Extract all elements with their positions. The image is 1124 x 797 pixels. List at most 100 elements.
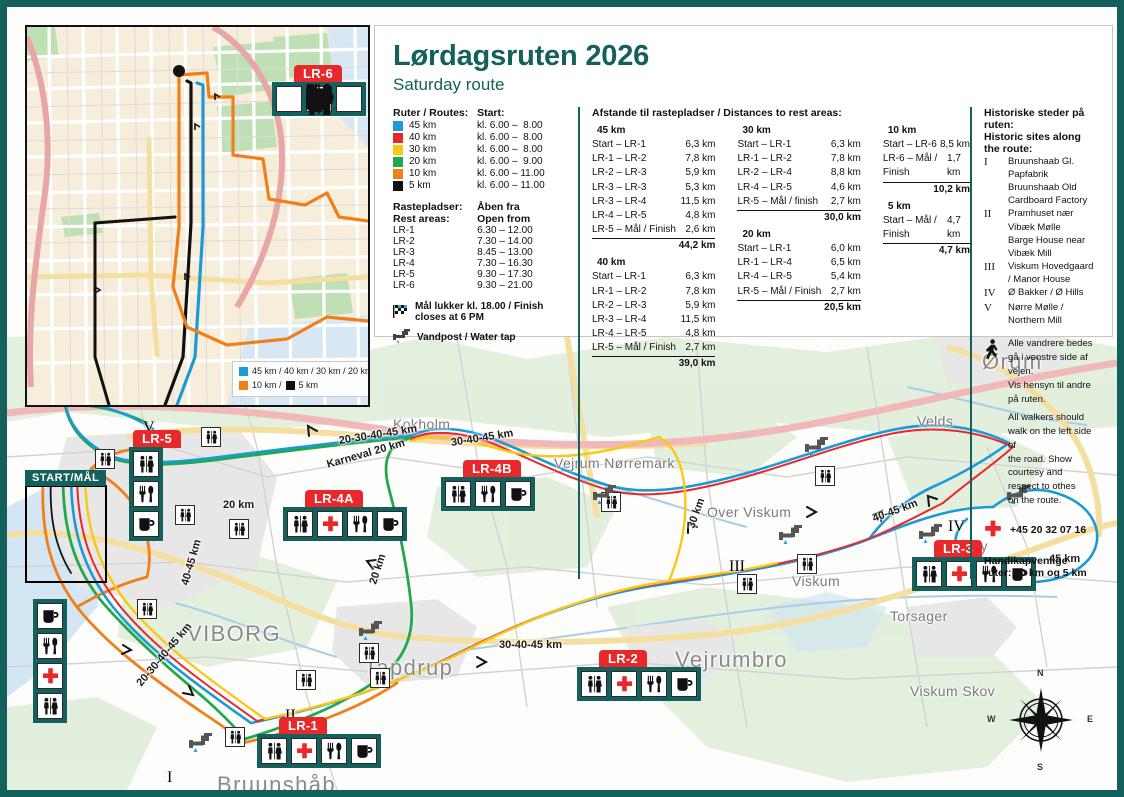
route-start-time: kl. 6.00 – 11.00 xyxy=(477,168,545,179)
page-subtitle: Saturday route xyxy=(393,75,505,94)
distance-group-label: 5 km xyxy=(887,200,911,212)
distance-group-total: 39,0 km xyxy=(678,358,716,370)
inset-rest-marker-lr6[interactable]: LR-6 xyxy=(272,65,366,116)
drink-icon xyxy=(133,511,159,537)
water-tap-icon xyxy=(805,437,829,462)
food-icon xyxy=(641,671,667,697)
distance-leg-row: LR-2 – LR-3 5,9 km xyxy=(592,166,715,180)
rest-area-marker-lr-2[interactable]: LR-2 xyxy=(577,650,701,701)
distance-leg-km: 11,5 km xyxy=(680,195,716,207)
distance-leg-row: LR-5 – Mål / finish 2,7 km xyxy=(737,195,861,211)
distance-leg-km: 11,5 km xyxy=(680,313,716,325)
map-facility-icon xyxy=(225,727,245,747)
distance-leg-km: 6,3 km xyxy=(685,139,716,150)
rest-area-marker-lr-5[interactable]: LR-5 xyxy=(129,430,182,541)
finish-closes-text: Mål lukker kl. 18.00 / Finish closes at … xyxy=(415,301,544,323)
distance-leg-row: Start – LR-6 8,5 km xyxy=(883,138,970,152)
firstaid-icon xyxy=(317,511,343,537)
firstaid-icon xyxy=(946,561,972,587)
firstaid-icon xyxy=(37,663,63,689)
route-legend-row: 20 km kl. 6.00 – 9.00 xyxy=(393,156,570,167)
food-icon xyxy=(37,633,63,659)
legend-swatch-black xyxy=(285,380,295,390)
route-label: 5 km xyxy=(409,180,431,191)
rest-area-name: LR-1 xyxy=(393,225,415,236)
firstaid-icon xyxy=(291,738,317,764)
walker-note-da-2: Vis hensyn til andre på ruten. xyxy=(1008,379,1091,405)
distance-group: 30 km Start – LR-1 6,3 km LR-1 – LR-2 7,… xyxy=(737,125,861,223)
distance-leg-label: LR-3 – LR-3 xyxy=(592,181,647,193)
rest-area-marker-tiles xyxy=(912,557,1036,591)
distance-leg-row: Start – LR-1 6,3 km xyxy=(737,138,860,152)
distance-leg-row: LR-4 – LR-5 4,8 km xyxy=(592,327,715,341)
rest-area-name: LR-5 xyxy=(393,269,415,280)
drink-icon xyxy=(351,738,377,764)
distance-group-total: 30,0 km xyxy=(824,211,861,223)
distance-leg-label: Start – LR-6 xyxy=(882,139,937,150)
toilets-icon xyxy=(201,427,221,447)
rest-area-marker-lr-1[interactable]: LR-1 xyxy=(257,717,381,768)
distance-group-total: 44,2 km xyxy=(678,240,716,252)
distance-group-header: 5 km xyxy=(883,201,970,212)
distance-leg-km: 7,8 km xyxy=(685,285,716,297)
distance-leg-row: LR-4 – LR-5 5,4 km xyxy=(737,270,860,284)
distance-leg-label: LR-6 – Mål / Finish xyxy=(882,153,938,179)
distance-leg-row: LR-6 – Mål / Finish 1,7 km xyxy=(882,152,970,183)
distance-leg-row: LR-1 – LR-2 7,8 km xyxy=(592,285,715,299)
distance-leg-km: 4,8 km xyxy=(685,328,716,340)
map-facility-icon xyxy=(229,519,249,539)
distance-leg-row: LR-2 – LR-4 8,8 km xyxy=(737,166,860,180)
rest-area-marker[interactable] xyxy=(33,599,67,723)
distance-group: 5 km Start – Mål / Finish 4,7 km 4,7 km xyxy=(882,201,970,256)
drink-icon xyxy=(505,481,531,507)
rest-area-hours: 8.45 – 13.00 xyxy=(477,247,533,258)
distance-leg-km: 2,7 km xyxy=(830,285,861,297)
toilets-icon xyxy=(37,693,63,719)
routes-column: Ruter / Routes: Start: 45 km kl. 6.00 – 8… xyxy=(393,107,578,579)
distance-leg-label: LR-4 – LR-5 xyxy=(592,209,647,221)
inset-legend-row-1: 45 km / 40 km / 30 km / 20 km xyxy=(239,365,368,379)
start-finish-box[interactable]: START/MÅL xyxy=(25,470,107,583)
distance-leg-km: 2,6 km xyxy=(685,224,716,236)
inset-rest-marker-tiles xyxy=(272,82,366,116)
distance-leg-km: 6,3 km xyxy=(830,139,861,150)
route-legend-row: 30 km kl. 6.00 – 8.00 xyxy=(393,144,570,155)
toilets-icon xyxy=(445,481,471,507)
toilets-icon xyxy=(916,561,942,587)
firstaid-icon xyxy=(611,671,637,697)
open-from-header-en: Open from xyxy=(477,213,531,225)
distance-leg-km: 5,9 km xyxy=(685,167,716,179)
route-start-time: kl. 6.00 – 8.00 xyxy=(477,132,543,143)
distance-leg-km: 8,8 km xyxy=(830,167,861,179)
toilets-icon xyxy=(225,727,245,747)
route-legend-row: 45 km kl. 6.00 – 8.00 xyxy=(393,120,570,131)
toilets-icon xyxy=(581,671,607,697)
rest-area-marker-tiles xyxy=(129,447,163,541)
route-label: 40 km xyxy=(409,132,437,143)
walker-icon xyxy=(984,337,1000,507)
distance-leg-row: LR-3 – LR-4 11,5 km xyxy=(592,313,715,327)
rest-area-marker-lr-4b[interactable]: LR-4B xyxy=(441,460,535,511)
route-legend-row: 5 km kl. 6.00 – 11.00 xyxy=(393,180,570,191)
distance-leg-km: 6,0 km xyxy=(830,242,861,254)
emergency-phone-number: +45 20 32 07 16 xyxy=(1010,524,1087,537)
inset-city-map[interactable]: LR-6 xyxy=(25,25,370,407)
distance-group-total: 20,5 km xyxy=(824,301,861,313)
map-facility-icon xyxy=(137,599,157,619)
route-label: 45 km xyxy=(409,120,437,131)
distance-group-label: 20 km xyxy=(742,228,771,240)
rest-area-hours: 7.30 – 14.00 xyxy=(477,236,533,247)
historic-site-row: II Pramhuset nær Vibæk Mølle Barge House n… xyxy=(984,207,1096,259)
distance-leg-row: LR-5 – Mål / Finish 2,6 km xyxy=(592,223,716,240)
distance-leg-label: LR-4 – LR-5 xyxy=(737,181,792,193)
route-label: 20 km xyxy=(409,156,437,167)
distance-leg-km: 6,5 km xyxy=(830,257,861,269)
rest-area-marker-tiles xyxy=(257,734,381,768)
map-facility-icon xyxy=(95,449,115,469)
distance-leg-km: 4,7 km xyxy=(946,214,961,240)
rest-area-marker-lr-4a[interactable]: LR-4A xyxy=(283,490,407,541)
route-color-swatch xyxy=(393,156,403,167)
emergency-phone[interactable]: +45 20 32 07 16 xyxy=(984,520,1096,541)
rest-area-row: LR-1 6.30 – 12.00 xyxy=(393,225,570,236)
rest-area-name: LR-2 xyxy=(393,236,415,247)
